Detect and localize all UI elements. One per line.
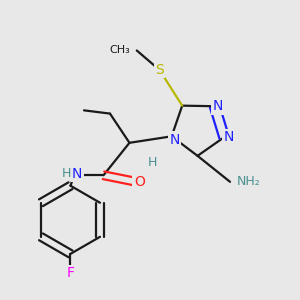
Text: S: S [155, 63, 164, 77]
Text: N: N [213, 99, 223, 113]
Text: H: H [62, 167, 71, 180]
Text: O: O [134, 175, 145, 189]
Text: N: N [72, 167, 83, 181]
Text: NH₂: NH₂ [236, 175, 260, 188]
Text: N: N [224, 130, 234, 144]
Text: N: N [170, 133, 180, 147]
Text: F: F [67, 266, 74, 280]
Text: CH₃: CH₃ [110, 46, 130, 56]
Text: H: H [148, 156, 157, 169]
